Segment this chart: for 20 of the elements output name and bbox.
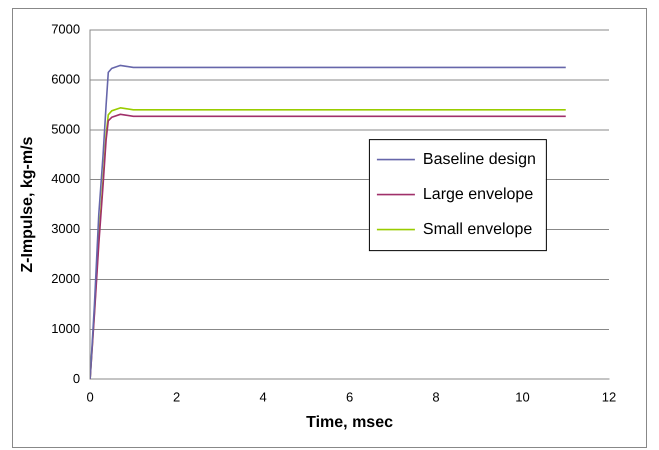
legend-label: Small envelope [422, 221, 532, 238]
y-axis-title: Z-Impulse, kg-m/s [19, 136, 36, 273]
legend-label: Baseline design [422, 151, 536, 168]
x-tick-label: 12 [602, 390, 616, 405]
x-tick-label: 4 [259, 390, 267, 405]
y-tick-label: 2000 [51, 271, 80, 286]
x-tick-label: 6 [346, 390, 354, 405]
legend-label: Large envelope [422, 186, 534, 204]
y-tick-label: 4000 [51, 171, 80, 186]
x-axis-title: Time, msec [306, 414, 394, 431]
y-tick-label: 3000 [51, 221, 80, 236]
y-tick-label: 7000 [51, 22, 80, 37]
y-tick-label: 1000 [51, 320, 80, 336]
x-tick-label: 0 [86, 390, 94, 405]
x-tick-label: 2 [172, 390, 180, 405]
y-tick-label: 5000 [51, 121, 80, 136]
x-tick-label: 8 [432, 390, 440, 405]
y-tick-label: 0 [72, 370, 80, 386]
x-tick-label: 10 [515, 390, 530, 405]
y-tick-label: 6000 [51, 71, 80, 86]
